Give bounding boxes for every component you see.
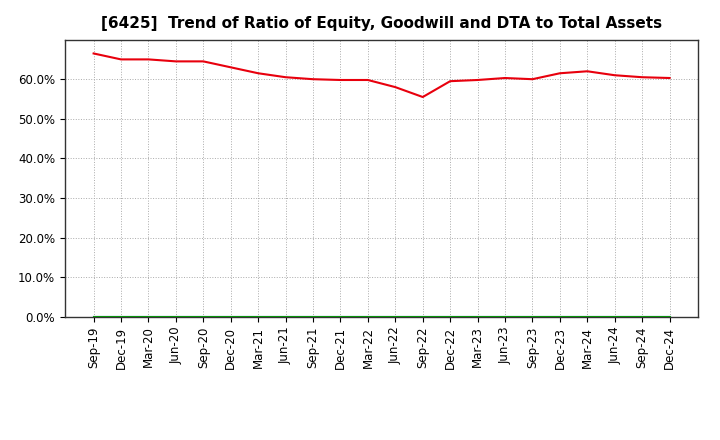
Goodwill [418,314,427,319]
Equity [144,57,153,62]
Deferred Tax Assets [171,314,180,319]
Deferred Tax Assets [254,314,263,319]
Goodwill [391,314,400,319]
Equity [309,77,318,82]
Goodwill [665,314,674,319]
Deferred Tax Assets [117,314,125,319]
Equity [556,70,564,76]
Goodwill [199,314,207,319]
Equity [391,84,400,90]
Goodwill [638,314,647,319]
Deferred Tax Assets [638,314,647,319]
Goodwill [556,314,564,319]
Equity [611,73,619,78]
Equity [226,65,235,70]
Equity [665,75,674,81]
Deferred Tax Assets [446,314,454,319]
Goodwill [611,314,619,319]
Deferred Tax Assets [336,314,345,319]
Deferred Tax Assets [144,314,153,319]
Goodwill [254,314,263,319]
Goodwill [336,314,345,319]
Equity [199,59,207,64]
Deferred Tax Assets [89,314,98,319]
Deferred Tax Assets [665,314,674,319]
Deferred Tax Assets [528,314,537,319]
Equity [446,78,454,84]
Deferred Tax Assets [611,314,619,319]
Deferred Tax Assets [364,314,372,319]
Goodwill [583,314,592,319]
Equity [528,77,537,82]
Goodwill [144,314,153,319]
Goodwill [309,314,318,319]
Line: Equity: Equity [94,53,670,97]
Equity [500,75,509,81]
Equity [171,59,180,64]
Deferred Tax Assets [199,314,207,319]
Goodwill [528,314,537,319]
Equity [583,69,592,74]
Deferred Tax Assets [282,314,290,319]
Deferred Tax Assets [391,314,400,319]
Goodwill [117,314,125,319]
Deferred Tax Assets [309,314,318,319]
Goodwill [364,314,372,319]
Equity [418,94,427,99]
Goodwill [171,314,180,319]
Deferred Tax Assets [556,314,564,319]
Equity [117,57,125,62]
Equity [638,74,647,80]
Goodwill [446,314,454,319]
Deferred Tax Assets [473,314,482,319]
Deferred Tax Assets [226,314,235,319]
Equity [336,77,345,83]
Equity [89,51,98,56]
Deferred Tax Assets [583,314,592,319]
Goodwill [226,314,235,319]
Deferred Tax Assets [418,314,427,319]
Equity [282,74,290,80]
Deferred Tax Assets [500,314,509,319]
Goodwill [473,314,482,319]
Equity [473,77,482,83]
Goodwill [282,314,290,319]
Equity [254,70,263,76]
Goodwill [89,314,98,319]
Equity [364,77,372,83]
Goodwill [500,314,509,319]
Title: [6425]  Trend of Ratio of Equity, Goodwill and DTA to Total Assets: [6425] Trend of Ratio of Equity, Goodwil… [101,16,662,32]
